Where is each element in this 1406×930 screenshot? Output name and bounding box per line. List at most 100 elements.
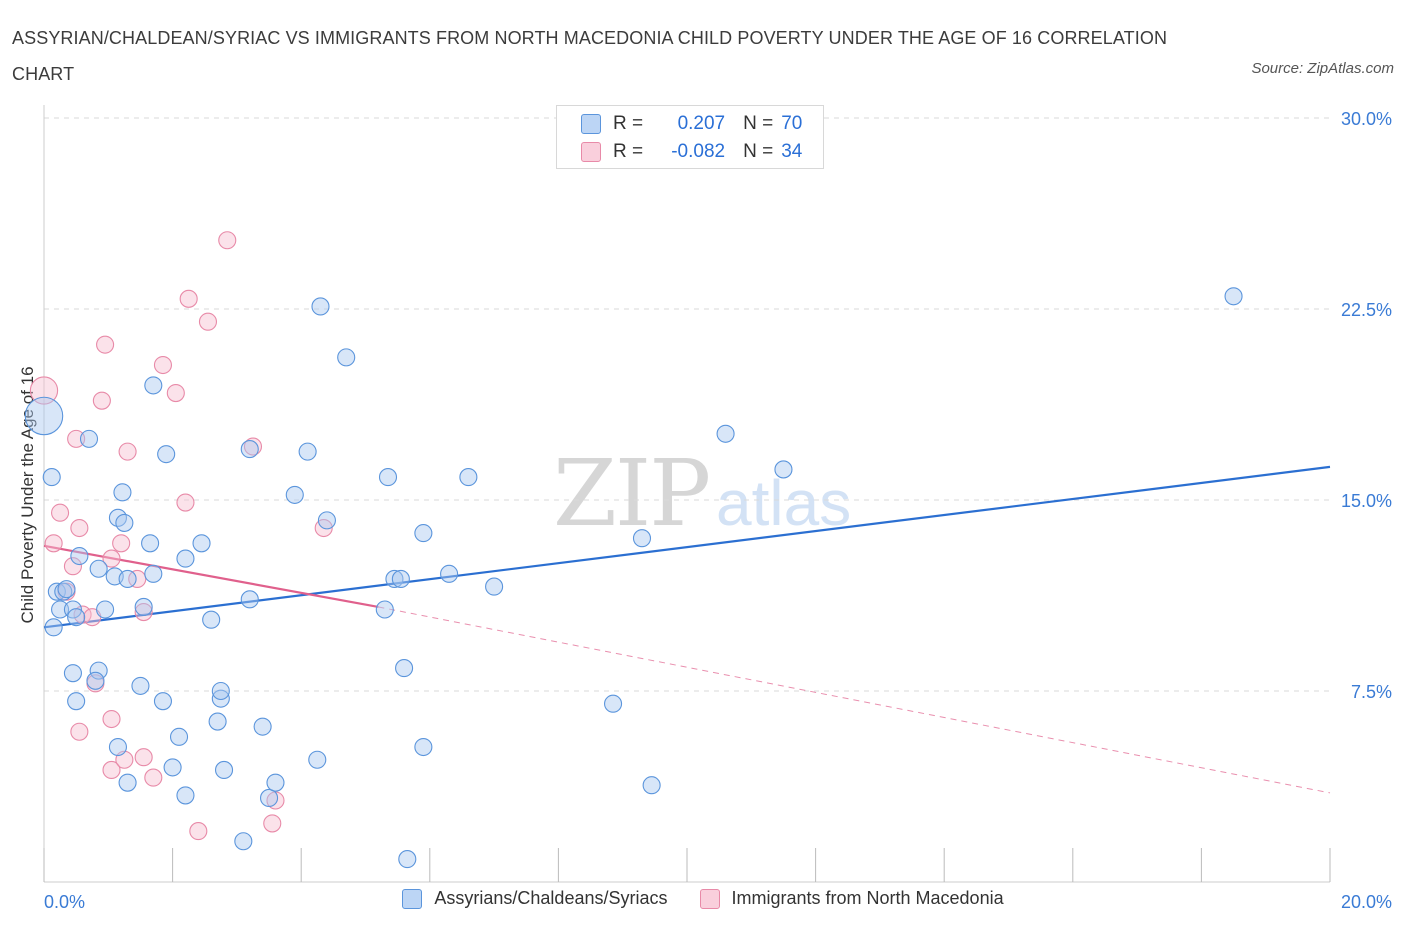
data-point-macedonia — [102, 709, 121, 729]
legend-n-label: N = — [743, 141, 774, 162]
legend-r-value: 0.207 — [677, 113, 726, 134]
legend-swatch-pink — [699, 888, 720, 909]
data-point-assyrians — [169, 727, 189, 746]
legend-row-assyrians: R = 0.207 N = 70 — [581, 110, 802, 138]
data-point-assyrians — [240, 590, 259, 609]
data-point-macedonia — [102, 760, 121, 779]
data-point-assyrians — [79, 429, 99, 448]
legend-label-assyrians: Assyrians/Chaldeans/Syriacs — [434, 888, 668, 908]
data-point-assyrians — [202, 610, 221, 629]
data-point-assyrians — [115, 513, 134, 532]
data-point-macedonia — [166, 383, 185, 403]
data-point-assyrians — [118, 569, 137, 588]
legend-swatch-blue — [581, 114, 601, 134]
data-point-assyrians — [298, 442, 317, 461]
data-point-macedonia — [70, 722, 89, 741]
data-point-macedonia — [70, 518, 89, 538]
data-point-assyrians — [24, 396, 64, 436]
data-point-assyrians — [108, 737, 127, 757]
data-point-assyrians — [70, 546, 89, 566]
trend-line-macedonia-dashed — [378, 606, 1331, 794]
data-point-macedonia — [243, 437, 263, 456]
data-points — [24, 231, 1243, 869]
data-point-macedonia — [29, 376, 59, 405]
data-point-macedonia — [218, 231, 237, 250]
data-point-macedonia — [198, 312, 218, 331]
chart-title: ASSYRIAN/CHALDEAN/SYRIAC VS IMMIGRANTS F… — [12, 28, 1168, 84]
data-point-macedonia — [128, 569, 147, 588]
data-point-assyrians — [153, 692, 173, 711]
data-point-macedonia — [134, 603, 153, 622]
data-point-assyrians — [144, 376, 163, 395]
data-point-assyrians — [57, 580, 76, 599]
data-point-assyrians — [67, 692, 86, 711]
data-point-assyrians — [266, 773, 285, 792]
data-point-assyrians — [51, 600, 70, 619]
x-tick-label: 20.0% — [1341, 892, 1392, 912]
data-point-assyrians — [157, 445, 176, 464]
data-point-macedonia — [44, 534, 63, 553]
watermark-zip: ZIP — [553, 440, 711, 547]
data-point-assyrians — [67, 608, 86, 627]
data-point-assyrians — [144, 564, 163, 583]
grid-lines — [44, 117, 1330, 692]
data-point-assyrians — [774, 460, 793, 479]
legend-r-value: -0.082 — [671, 141, 726, 162]
legend-row-macedonia: R = -0.082 N = 34 — [581, 138, 802, 166]
data-point-assyrians — [378, 468, 398, 487]
legend-r-label: R = — [613, 141, 644, 162]
axes — [43, 105, 1331, 883]
legend-item-macedonia: Immigrants from North Macedonia — [699, 888, 1004, 909]
data-point-macedonia — [134, 748, 153, 767]
data-point-assyrians — [459, 468, 478, 487]
data-point-macedonia — [144, 768, 163, 787]
y-tick-label: 30.0% — [1341, 109, 1392, 129]
data-point-assyrians — [317, 511, 336, 530]
data-point-assyrians — [311, 297, 330, 316]
data-point-assyrians — [89, 661, 108, 680]
data-point-assyrians — [604, 694, 623, 713]
data-point-macedonia — [102, 549, 121, 568]
data-point-assyrians — [398, 850, 417, 869]
data-point-assyrians — [414, 524, 433, 543]
correlation-legend: R = 0.207 N = 70 R = -0.082 N = 34 — [556, 105, 824, 169]
data-point-assyrians — [86, 671, 105, 690]
legend-swatch-blue — [402, 888, 423, 909]
data-point-assyrians — [259, 788, 279, 808]
data-point-assyrians — [44, 618, 63, 637]
data-point-assyrians — [131, 676, 150, 695]
trend-line-assyrians — [43, 465, 1331, 629]
data-point-macedonia — [51, 503, 70, 522]
data-point-assyrians — [234, 832, 253, 851]
legend-n-label: N = — [743, 113, 774, 134]
data-point-assyrians — [141, 534, 160, 553]
data-point-assyrians — [308, 750, 327, 769]
data-point-assyrians — [375, 600, 394, 619]
y-tick-label: 15.0% — [1341, 491, 1392, 511]
data-point-assyrians — [485, 577, 504, 596]
data-point-assyrians — [395, 659, 414, 678]
tick-labels: 7.5% 15.0% 22.5% 30.0% 0.0% 20.0% — [44, 109, 1392, 912]
data-point-assyrians — [208, 712, 227, 731]
data-point-assyrians — [192, 534, 211, 553]
data-point-macedonia — [118, 442, 137, 461]
data-point-assyrians — [118, 773, 137, 792]
data-point-assyrians — [176, 786, 195, 805]
data-point-assyrians — [285, 485, 304, 504]
data-point-macedonia — [67, 429, 86, 448]
data-point-assyrians — [89, 559, 108, 578]
data-point-assyrians — [240, 440, 259, 459]
data-point-assyrians — [337, 348, 356, 367]
data-point-macedonia — [176, 493, 195, 512]
data-point-assyrians — [385, 569, 404, 588]
data-point-assyrians — [642, 776, 661, 795]
legend-n-value: 34 — [781, 141, 803, 162]
data-point-assyrians — [63, 664, 82, 683]
data-point-assyrians — [176, 549, 195, 568]
data-point-assyrians — [414, 737, 433, 757]
data-point-assyrians — [391, 569, 410, 588]
legend-swatch-pink — [581, 142, 601, 162]
data-point-assyrians — [716, 424, 735, 443]
data-point-assyrians — [1224, 287, 1243, 306]
